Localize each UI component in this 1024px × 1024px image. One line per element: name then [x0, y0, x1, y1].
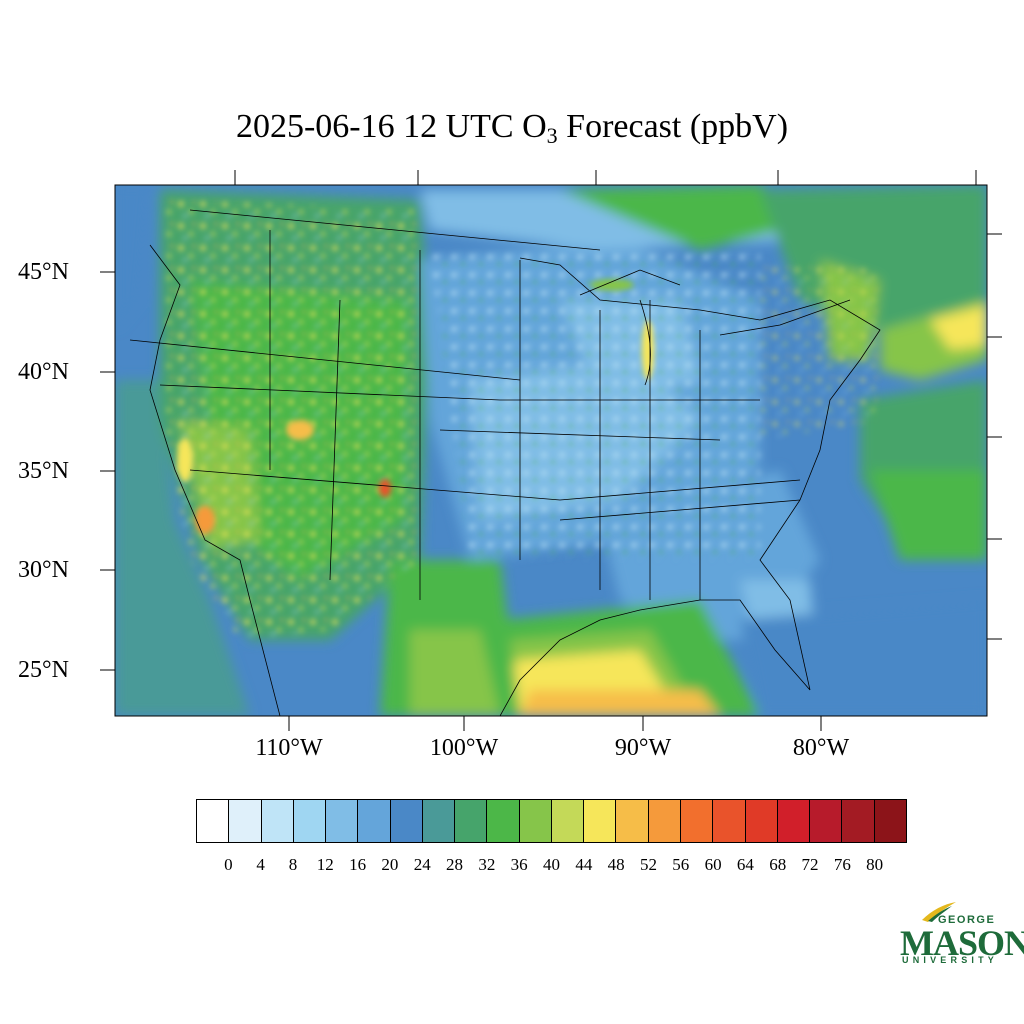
- lat-label-25n: 25°N: [18, 657, 69, 683]
- colorbar-tick-label: 52: [639, 855, 657, 874]
- map-field: [115, 185, 987, 716]
- colorbar-swatch: [648, 800, 681, 842]
- colorbar-tick-label: 36: [510, 855, 528, 874]
- logo-mason: MASON: [900, 923, 1024, 963]
- lon-label-110w: 110°W: [255, 735, 323, 761]
- colorbar-tick-label: 24: [413, 855, 431, 874]
- title-prefix: 2025-06-16 12 UTC O: [235, 108, 547, 145]
- lon-label-80w: 80°W: [792, 735, 850, 761]
- colorbar-tick-label: 32: [478, 855, 496, 874]
- logo-university: UNIVERSITY: [902, 955, 999, 965]
- logo-george: GEORGE: [938, 914, 996, 926]
- colorbar-swatch: [358, 800, 391, 842]
- lat-label-40n: 40°N: [18, 359, 69, 385]
- colorbar-tick-label: 80: [866, 855, 884, 874]
- colorbar-tick-label: 8: [288, 855, 298, 874]
- lon-label-90w: 90°W: [614, 735, 672, 761]
- colorbar-swatch: [229, 800, 262, 842]
- map-title: 2025-06-16 12 UTC O3 Forecast (ppbV): [0, 108, 1024, 149]
- colorbar-swatch: [680, 800, 714, 842]
- colorbar-swatch: [874, 800, 906, 842]
- colorbar-tick-label: 48: [607, 855, 625, 874]
- colorbar-swatch: [197, 800, 230, 842]
- colorbar-tick-label: 16: [349, 855, 367, 874]
- colorbar-tick-label: 72: [801, 855, 819, 874]
- colorbar-swatch: [455, 800, 488, 842]
- title-subscript: 3: [546, 123, 558, 148]
- colorbar-swatch: [422, 800, 456, 842]
- colorbar-tick-label: 68: [769, 855, 787, 874]
- colorbar-tick-label: 64: [736, 855, 754, 874]
- colorbar-tick-label: 76: [833, 855, 851, 874]
- gmu-logo: GEORGE MASON UNIVERSITY: [898, 900, 1024, 970]
- title-suffix: Forecast (ppbV): [557, 108, 789, 145]
- colorbar-swatch: [777, 800, 811, 842]
- colorbar-swatch: [616, 800, 649, 842]
- colorbar-swatch: [390, 800, 423, 842]
- lat-label-30n: 30°N: [18, 557, 69, 583]
- colorbar-swatch: [745, 800, 778, 842]
- colorbar: [196, 799, 907, 843]
- colorbar-swatch: [293, 800, 327, 842]
- colorbar-tick-label: 4: [256, 855, 265, 874]
- colorbar-tick-label: 28: [446, 855, 464, 874]
- axis-ticks: [100, 170, 1002, 731]
- state-boundaries: [129, 209, 881, 716]
- colorbar-tick-label: 0: [224, 855, 233, 874]
- map-frame: [114, 184, 988, 717]
- colorbar-swatch: [584, 800, 617, 842]
- colorbar-swatch: [713, 800, 746, 842]
- colorbar-tick-label: 60: [704, 855, 722, 874]
- colorbar-swatch: [842, 800, 875, 842]
- colorbar-swatch: [326, 800, 359, 842]
- colorbar-swatch: [487, 800, 520, 842]
- colorbar-swatch: [810, 800, 843, 842]
- colorbar-tick-label: 12: [316, 855, 334, 874]
- colorbar-tick-label: 56: [672, 855, 690, 874]
- colorbar-tick-labels: 0 4 8 12 16 20 24 28 32 36 40 44 48 52 56 60 64 68 72 76 80: [196, 855, 907, 877]
- colorbar-tick-label: 40: [543, 855, 560, 874]
- colorbar-tick-label: 20: [381, 855, 399, 874]
- colorbar-tick-label: 44: [575, 855, 593, 874]
- logo-swoosh-icon: [922, 902, 956, 922]
- colorbar-swatch: [551, 800, 585, 842]
- lat-label-35n: 35°N: [18, 458, 69, 484]
- lon-label-100w: 100°W: [429, 735, 499, 761]
- colorbar-swatch: [261, 800, 294, 842]
- lat-label-45n: 45°N: [18, 259, 69, 285]
- colorbar-swatch: [519, 800, 552, 842]
